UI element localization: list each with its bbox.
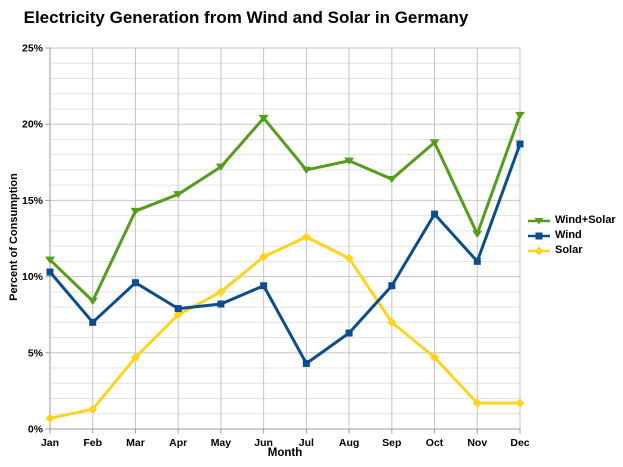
axis-ticks [45, 47, 521, 434]
data-point-marker [388, 282, 396, 290]
legend-label-solar: Solar [555, 244, 583, 256]
x-axis-title: Month [267, 447, 303, 459]
data-point-marker [515, 111, 525, 120]
x-tick-label: Oct [426, 437, 444, 449]
data-point-marker [344, 157, 355, 165]
data-point-marker [429, 139, 440, 147]
data-point-marker [217, 300, 225, 308]
data-point-marker [174, 305, 182, 313]
x-tick-label: Dec [510, 437, 529, 449]
data-point-marker [472, 398, 482, 408]
legend-label-wind: Wind [555, 229, 582, 241]
data-point-marker [431, 210, 439, 218]
legend-item-wind-solar: Wind+Solar [527, 213, 616, 227]
series-line [49, 235, 520, 420]
x-tick-label: Sep [382, 437, 401, 449]
data-point-marker [515, 398, 525, 408]
data-point-marker [386, 175, 397, 184]
data-point-marker [87, 297, 98, 305]
data-point-marker [216, 287, 226, 297]
data-point-marker [215, 163, 226, 171]
series-wind [46, 140, 524, 367]
data-point-marker [429, 352, 440, 362]
y-tick-label: 5% [28, 347, 44, 359]
data-point-marker [89, 318, 97, 326]
data-point-marker [45, 413, 55, 423]
data-point-marker [258, 114, 269, 123]
data-point-marker [173, 191, 184, 199]
data-point-marker [387, 317, 397, 327]
y-tick-label: 0% [28, 424, 44, 436]
x-tick-label: Mar [126, 437, 145, 449]
y-tick-label: 20% [22, 119, 44, 131]
data-point-marker [130, 207, 141, 216]
series-line [48, 114, 522, 303]
data-point-marker [472, 230, 483, 238]
data-point-marker [516, 140, 524, 148]
y-tick-label: 15% [22, 195, 44, 207]
data-point-marker [473, 257, 481, 265]
x-tick-label: Feb [83, 437, 102, 449]
y-axis-tick-labels: 0% 5% 10% 15% 20% 25% [22, 43, 44, 436]
data-point-marker [88, 404, 98, 414]
data-point-marker [301, 166, 312, 174]
legend-marker-wind-icon [527, 229, 551, 241]
data-point-marker [173, 310, 183, 320]
x-tick-label: Jul [299, 437, 314, 449]
data-point-marker [259, 252, 269, 262]
x-tick-label: Apr [169, 437, 187, 449]
x-axis-tick-labels: Jan Feb Mar Apr May Jun Jul Aug Sep Oct Nov Dec [41, 437, 530, 449]
x-tick-label: Aug [339, 437, 359, 449]
legend-label-wind-solar: Wind+Solar [555, 214, 616, 226]
h-major-gridlines [50, 47, 520, 354]
y-tick-label: 25% [22, 43, 44, 55]
chart-title: Electricity Generation from Wind and Sol… [23, 8, 469, 27]
data-point-marker [301, 232, 311, 242]
data-point-marker [130, 352, 141, 362]
data-point-marker [344, 253, 354, 263]
data-point-marker [345, 329, 353, 337]
data-point-marker [131, 279, 139, 287]
x-tick-label: Nov [467, 437, 487, 449]
legend-marker-wind-solar-icon [527, 214, 551, 226]
legend: Wind+Solar Wind Solar [527, 213, 616, 257]
series-solar [45, 232, 525, 423]
data-point-marker [46, 268, 54, 276]
h-minor-gridlines [50, 62, 520, 415]
legend-item-solar: Solar [527, 243, 616, 257]
legend-marker-solar-icon [527, 244, 551, 256]
x-tick-label: Jan [41, 437, 59, 449]
data-point-marker [45, 256, 55, 264]
x-tick-label: Jun [254, 437, 273, 449]
data-point-marker [260, 282, 268, 290]
data-point-marker [302, 359, 310, 367]
x-tick-label: May [211, 437, 232, 449]
y-tick-label: 10% [22, 271, 44, 283]
legend-item-wind: Wind [527, 228, 616, 242]
series-line [48, 143, 522, 365]
series-wind-solar [45, 111, 525, 305]
axis-lines [49, 48, 520, 430]
